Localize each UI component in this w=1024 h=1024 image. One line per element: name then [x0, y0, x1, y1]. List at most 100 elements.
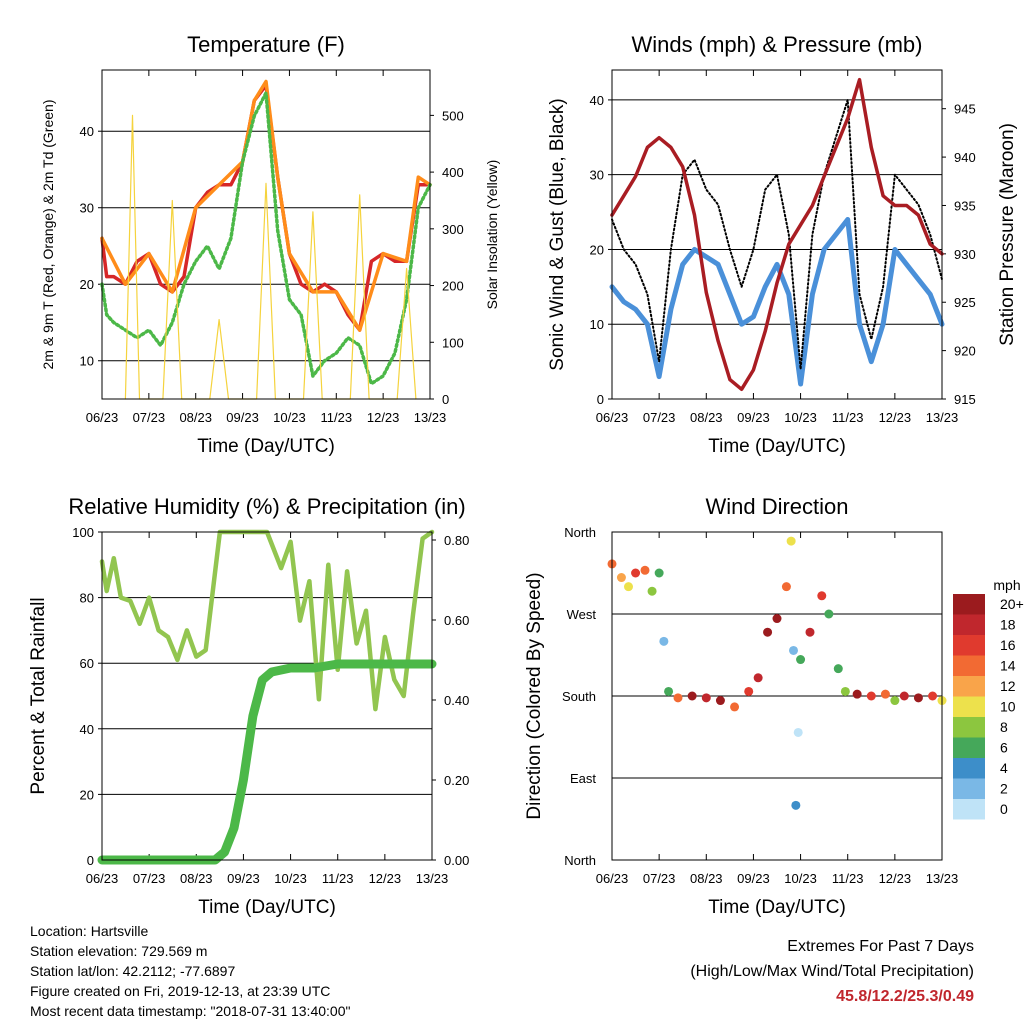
panel2-y2tick-label-6: 945: [954, 102, 976, 117]
panel3-xtick-label-6: 12/23: [369, 871, 402, 886]
panel4-point-15: [753, 673, 763, 683]
panel1-series-2-line: [100, 91, 432, 386]
panel4-point-27: [833, 664, 843, 674]
panel3-series-1-line: [97, 659, 437, 865]
panel4-point-6: [654, 568, 664, 578]
panel4-point-7: [659, 636, 669, 646]
panel1-xtick-label-1: 07/23: [133, 410, 166, 425]
panel1-title: Temperature (F): [187, 32, 345, 57]
panel4-point-24: [805, 627, 815, 637]
panel2-y2tick-label-1: 920: [954, 344, 976, 359]
panel4-legend-swatch-6: [953, 717, 985, 738]
panel1-ylabel: 2m & 9m T (Red, Orange) & 2m Td (Green): [40, 100, 56, 370]
panel4-point-17: [772, 614, 782, 624]
panel1-series-3-line: [124, 114, 417, 400]
panel4-point-32: [890, 696, 900, 706]
panel4-xtick-label-0: 06/23: [596, 871, 629, 886]
panel4-xtick-label-6: 12/23: [879, 871, 912, 886]
panel1-y2label: Solar Insolation (Yellow): [484, 160, 500, 310]
panel3-ytick-label-4: 80: [80, 591, 94, 606]
panel2-y2label: Station Pressure (Maroon): [997, 123, 1018, 346]
panel4-xtick-label-2: 08/23: [690, 871, 723, 886]
panel4-point-12: [715, 696, 725, 706]
panel4-xtick-label-4: 10/23: [784, 871, 817, 886]
panel4-xtick-label-5: 11/23: [832, 871, 864, 886]
panel4-point-16: [763, 627, 773, 637]
panel4-legend-title: mph: [993, 577, 1020, 593]
panel2-xtick-label-6: 12/23: [879, 410, 912, 425]
panel4-legend-label-9: 2: [1000, 781, 1008, 797]
panel2-xtick-label-3: 09/23: [737, 410, 770, 425]
panel4-legend-label-10: 0: [1000, 801, 1008, 817]
panel1-xtick-label-7: 13/23: [414, 410, 447, 425]
panel4-point-35: [928, 691, 938, 701]
panel3-xtick-label-7: 13/23: [416, 871, 449, 886]
panel4-legend-label-2: 16: [1000, 637, 1016, 653]
panel3-xtick-label-4: 10/23: [274, 871, 307, 886]
panel3-xtick-label-2: 08/23: [180, 871, 213, 886]
panel4-legend-swatch-8: [953, 758, 985, 779]
station-elevation: Station elevation: 729.569 m: [30, 943, 208, 959]
panel4-ytick-label-1: East: [570, 771, 596, 786]
extremes-title: Extremes For Past 7 Days: [787, 938, 974, 955]
panel4-legend-label-1: 18: [1000, 617, 1016, 633]
panel1-y2tick-label-0: 0: [442, 392, 449, 407]
panel4-point-10: [687, 691, 697, 701]
panel3-xtick-label-3: 09/23: [227, 871, 260, 886]
panel4-point-18: [781, 582, 791, 592]
panel3-ytick-label-2: 40: [80, 722, 94, 737]
panel2-y2tick-label-5: 940: [954, 150, 976, 165]
panel2-xtick-label-0: 06/23: [596, 410, 629, 425]
panel4-point-34: [913, 693, 923, 703]
panel2-ytick-label-0: 0: [597, 392, 604, 407]
panel2-ytick-label-4: 40: [590, 93, 604, 108]
panel1-ytick-label-2: 30: [80, 201, 94, 216]
panel2-y2tick-label-4: 935: [954, 198, 976, 213]
panel1-xtick-label-5: 11/23: [320, 410, 352, 425]
panel4-point-20: [789, 645, 798, 655]
panel4-xtick-label-3: 09/23: [737, 871, 770, 886]
panel2-xlabel: Time (Day/UTC): [708, 436, 846, 457]
panel2-ylabel: Sonic Wind & Gust (Blue, Black): [547, 98, 568, 370]
extremes-values: 45.8/12.2/25.3/0.49: [836, 988, 974, 1005]
panel2-xtick-label-7: 13/23: [926, 410, 959, 425]
panel1-xtick-label-6: 12/23: [367, 410, 400, 425]
panel4-frame: [611, 531, 943, 861]
panel3-ylabel: Percent & Total Rainfall: [28, 597, 49, 794]
panel1-ytick-label-1: 20: [80, 277, 94, 292]
panel4-point-30: [866, 691, 876, 701]
panel2-xtick-label-1: 07/23: [643, 410, 676, 425]
panel4-point-22: [793, 727, 803, 737]
panel1-xtick-label-0: 06/23: [86, 410, 119, 425]
panel4-legend-label-0: 20+: [1000, 596, 1024, 612]
panel4-point-31: [880, 689, 890, 699]
panel4-point-3: [631, 568, 641, 578]
panel1-y2tick-label-3: 300: [442, 222, 464, 237]
panel4-legend-label-6: 8: [1000, 719, 1008, 735]
panel2-ytick-label-1: 10: [590, 317, 604, 332]
panel4-point-26: [824, 609, 834, 619]
panel4-legend-swatch-0: [953, 594, 985, 615]
extremes-block: Extremes For Past 7 Days (High/Low/Max Wi…: [690, 934, 974, 1009]
panel4-point-21: [791, 800, 801, 810]
panel3-xtick-label-0: 06/23: [86, 871, 119, 886]
panel1-xlabel: Time (Day/UTC): [197, 436, 335, 457]
panel4-xtick-label-1: 07/23: [643, 871, 676, 886]
panel3-y2tick-label-3: 0.60: [444, 613, 469, 628]
panel4-point-11: [701, 693, 711, 703]
panel4-ytick-label-4: North: [564, 525, 596, 540]
panel4-legend-label-8: 4: [1000, 760, 1008, 776]
panel2-xtick-label-2: 08/23: [690, 410, 723, 425]
panel3-frame: [101, 531, 433, 861]
station-info: Location: Hartsville Station elevation: 7…: [30, 921, 350, 1021]
panel4-point-13: [730, 702, 740, 712]
panel4-legend-swatch-4: [953, 676, 985, 697]
panel1-y2tick-label-5: 500: [442, 108, 464, 123]
panel1-xtick-label-2: 08/23: [179, 410, 212, 425]
figure-created: Figure created on Fri, 2019-12-13, at 23…: [30, 983, 331, 999]
panel3-ytick-label-5: 100: [72, 525, 94, 540]
panel1-xtick-label-3: 09/23: [226, 410, 259, 425]
panel4-point-29: [852, 689, 862, 699]
panel4-title: Wind Direction: [705, 494, 848, 519]
panel1-ytick-label-0: 10: [80, 354, 94, 369]
